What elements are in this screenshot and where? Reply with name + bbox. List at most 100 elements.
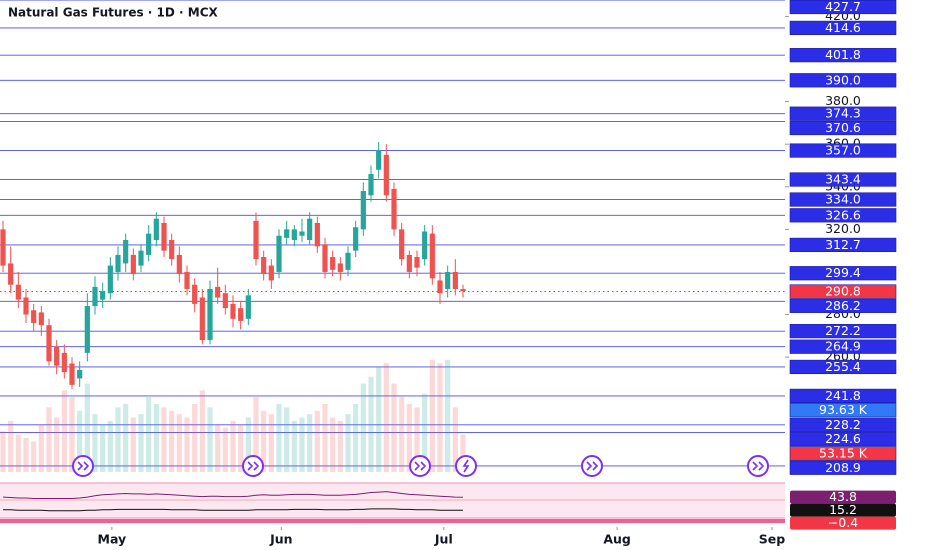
candle-body xyxy=(299,231,305,236)
volume-bar xyxy=(460,434,466,472)
candle-body xyxy=(23,297,29,315)
volume-bar xyxy=(414,407,420,472)
volume-bar xyxy=(161,407,167,472)
event-icons xyxy=(72,455,769,477)
volume-bar xyxy=(314,410,320,472)
volume-bar xyxy=(322,403,328,472)
candle-body xyxy=(353,227,359,251)
candle-body xyxy=(345,252,351,270)
candle-body xyxy=(215,286,221,298)
price-label: 390.0 xyxy=(825,72,861,87)
price-label-box xyxy=(789,0,897,15)
volume-bar xyxy=(15,434,21,472)
price-label: 357.0 xyxy=(825,143,861,158)
candle-body xyxy=(376,150,382,170)
icon-glyph xyxy=(77,459,765,473)
candle-body xyxy=(429,233,435,279)
candle-body xyxy=(46,325,52,362)
indicator-label-box xyxy=(790,503,896,517)
candle-body xyxy=(268,265,274,281)
volume-bar xyxy=(353,403,359,472)
price-label: 414.6 xyxy=(825,20,861,35)
volume-bar xyxy=(54,417,60,472)
price-label: 299.4 xyxy=(825,265,861,280)
indicator-label: 43.8 xyxy=(829,489,857,504)
price-label-box xyxy=(789,298,897,313)
price-label-box xyxy=(789,106,897,121)
volume-bar xyxy=(123,403,129,472)
candle-body xyxy=(406,254,412,272)
volume-bar xyxy=(299,417,305,472)
candle-body xyxy=(61,352,67,373)
candle-body xyxy=(153,218,159,241)
candle-body xyxy=(100,291,106,300)
candle-body xyxy=(445,271,451,289)
candle-body xyxy=(123,240,129,264)
candle-body xyxy=(414,257,420,268)
volume-bar xyxy=(0,431,6,472)
volume-bar xyxy=(360,383,366,472)
candle-body xyxy=(38,312,44,326)
price-label: 228.2 xyxy=(825,417,861,432)
volume-bar xyxy=(452,407,458,472)
volume-bar xyxy=(207,407,213,472)
chart-title: Natural Gas Futures · 1D · MCX xyxy=(8,6,219,20)
price-label-box xyxy=(789,446,897,461)
candle-body xyxy=(8,263,14,285)
price-label-box xyxy=(789,48,897,63)
volume-bar xyxy=(245,417,251,472)
indicator-label: −0.4 xyxy=(828,515,858,530)
price-label: 312.7 xyxy=(825,237,861,252)
candle-body xyxy=(245,295,251,319)
volume-bar xyxy=(199,390,205,472)
volume-bar xyxy=(284,407,290,472)
price-label-box xyxy=(789,237,897,253)
candle-body xyxy=(330,257,336,270)
price-label: 290.8 xyxy=(825,284,861,299)
candle-body xyxy=(222,293,228,309)
price-label-box xyxy=(789,20,897,35)
volume-bar xyxy=(100,424,106,472)
candle-body xyxy=(368,173,374,196)
volume-bar xyxy=(115,407,121,472)
candle-body xyxy=(92,286,98,307)
candle-body xyxy=(146,233,152,255)
candle-body xyxy=(230,303,236,319)
volume-bar xyxy=(169,410,175,472)
price-label: 427.7 xyxy=(825,0,861,14)
price-label: 326.6 xyxy=(825,207,861,222)
candle-body xyxy=(0,229,6,266)
pane-band xyxy=(0,519,785,523)
volume-bar xyxy=(61,390,67,472)
volume-bar xyxy=(38,424,44,472)
price-label-box xyxy=(789,359,897,375)
candle-body xyxy=(391,188,397,230)
indicator-label-box xyxy=(790,490,896,504)
volume-bar xyxy=(291,420,297,472)
price-label: 224.6 xyxy=(825,431,861,446)
volume-bar xyxy=(437,363,443,472)
price-label-box xyxy=(789,460,897,475)
candle-body xyxy=(276,235,282,272)
price-label: 272.2 xyxy=(825,323,861,338)
candle-body xyxy=(107,265,113,294)
volume-bar xyxy=(8,420,14,472)
volume-bar xyxy=(107,420,113,472)
x-tick-label: Jul xyxy=(434,532,453,547)
volume-bar xyxy=(92,414,98,472)
volume-bar xyxy=(337,420,343,472)
indicator-label: 15.2 xyxy=(829,502,857,517)
y-tick-label: 320.0 xyxy=(825,221,861,236)
volume-bar xyxy=(345,414,351,472)
candle-body xyxy=(261,257,267,275)
volume-bar xyxy=(31,441,37,472)
volume-bar xyxy=(153,403,159,472)
volume-bar xyxy=(383,363,389,472)
volume-bar xyxy=(399,397,405,472)
volume-bar xyxy=(276,403,282,472)
price-label-box xyxy=(789,417,897,432)
candle-body xyxy=(399,229,405,260)
candle-body xyxy=(337,263,343,272)
volume-bar xyxy=(222,427,228,472)
